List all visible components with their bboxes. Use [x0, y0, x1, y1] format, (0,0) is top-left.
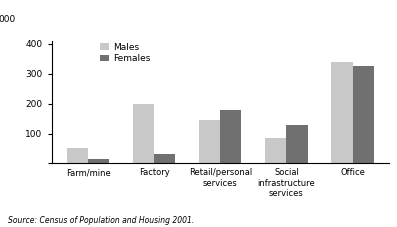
Bar — [133, 104, 154, 163]
Text: Source: Census of Population and Housing 2001.: Source: Census of Population and Housing… — [8, 216, 194, 225]
Legend: Males, Females: Males, Females — [100, 43, 150, 63]
Bar — [88, 159, 109, 163]
Text: 000: 000 — [0, 15, 16, 24]
Bar — [353, 66, 374, 163]
Bar — [154, 154, 175, 163]
Bar — [199, 120, 220, 163]
Bar — [287, 125, 308, 163]
Bar — [220, 110, 241, 163]
Bar — [331, 62, 353, 163]
Bar — [265, 138, 287, 163]
Bar — [67, 148, 88, 163]
